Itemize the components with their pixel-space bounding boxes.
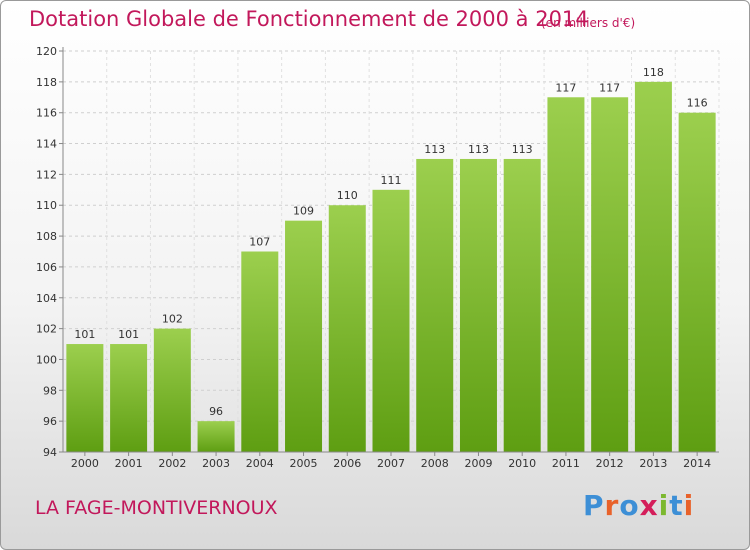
y-tick-label: 98 [43, 384, 57, 397]
x-tick-label-2002: 2002 [158, 457, 186, 470]
y-tick-label: 120 [36, 45, 57, 58]
bar-2012 [591, 97, 629, 453]
logo-letter: P [583, 489, 605, 522]
data-label-2002: 102 [162, 313, 183, 326]
logo-letter: i [658, 489, 670, 522]
y-tick-label: 96 [43, 415, 57, 428]
data-label-2009: 113 [468, 143, 489, 156]
bar-2004 [241, 251, 279, 452]
logo-letter: o [619, 489, 640, 522]
bar-2010 [503, 158, 541, 452]
bar-2011 [547, 97, 585, 453]
logo-letter: r [604, 489, 620, 522]
data-label-2003: 96 [209, 405, 223, 418]
data-label-2005: 109 [293, 205, 314, 218]
y-tick-label: 100 [36, 353, 57, 366]
x-tick-label-2000: 2000 [71, 457, 99, 470]
data-label-2008: 113 [424, 143, 445, 156]
bar-2005 [285, 220, 323, 452]
bar-2002 [153, 328, 191, 452]
bar-2008 [416, 158, 454, 452]
bar-2014 [678, 112, 716, 452]
x-tick-label-2005: 2005 [290, 457, 318, 470]
bar-2006 [328, 205, 366, 452]
y-tick-label: 114 [36, 138, 57, 151]
x-tick-label-2001: 2001 [115, 457, 143, 470]
x-tick-label-2013: 2013 [639, 457, 667, 470]
y-tick-label: 108 [36, 230, 57, 243]
data-label-2010: 113 [512, 143, 533, 156]
proxiti-logo: Proxiti [583, 489, 694, 522]
data-label-2011: 117 [555, 81, 576, 94]
x-tick-label-2008: 2008 [421, 457, 449, 470]
y-tick-label: 106 [36, 261, 57, 274]
chart-title: Dotation Globale de Fonctionnement de 20… [29, 7, 589, 31]
data-label-2014: 116 [687, 97, 708, 110]
x-tick-label-2006: 2006 [333, 457, 361, 470]
bar-2013 [634, 81, 672, 452]
data-label-2013: 118 [643, 66, 664, 79]
x-tick-label-2007: 2007 [377, 457, 405, 470]
x-tick-label-2003: 2003 [202, 457, 230, 470]
data-label-2000: 101 [74, 328, 95, 341]
data-label-2006: 110 [337, 189, 358, 202]
y-tick-label: 110 [36, 199, 57, 212]
data-label-2012: 117 [599, 81, 620, 94]
bar-2007 [372, 189, 410, 453]
x-tick-label-2009: 2009 [464, 457, 492, 470]
y-tick-label: 116 [36, 107, 57, 120]
y-tick-label: 102 [36, 323, 57, 336]
unit-label: (en milliers d'€) [541, 16, 636, 30]
logo-letter: x [639, 489, 659, 522]
x-tick-label-2012: 2012 [596, 457, 624, 470]
x-tick-label-2011: 2011 [552, 457, 580, 470]
bar-2009 [459, 158, 497, 452]
bar-2000 [66, 344, 104, 452]
y-tick-label: 112 [36, 168, 57, 181]
logo-letter: i [683, 489, 695, 522]
data-label-2004: 107 [249, 236, 270, 249]
y-tick-label: 118 [36, 76, 57, 89]
x-tick-label-2010: 2010 [508, 457, 536, 470]
x-tick-label-2004: 2004 [246, 457, 274, 470]
x-tick-label-2014: 2014 [683, 457, 711, 470]
bar-chart: 949698100102104106108110112114116118120 … [36, 45, 720, 470]
bar-2001 [110, 344, 148, 452]
y-tick-label: 104 [36, 292, 57, 305]
y-tick-label: 94 [43, 446, 57, 459]
logo-letter: t [669, 489, 684, 522]
data-label-2001: 101 [118, 328, 139, 341]
bar-2003 [197, 421, 235, 452]
commune-name: LA FAGE-MONTIVERNOUX [35, 497, 278, 519]
data-label-2007: 111 [381, 174, 402, 187]
